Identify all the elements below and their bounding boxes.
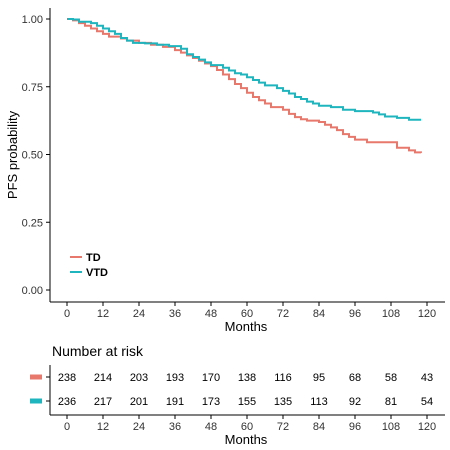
risk-x-tick-label: 0 xyxy=(64,421,70,433)
y-tick-label: 0.75 xyxy=(22,82,43,94)
risk-table-title: Number at risk xyxy=(52,343,144,359)
risk-count-vtd: 54 xyxy=(421,396,433,408)
risk-x-tick-label: 48 xyxy=(205,421,217,433)
risk-x-axis-title: Months xyxy=(225,432,268,447)
y-ticks: 0.00 0.25 0.50 0.75 1.00 xyxy=(22,14,50,297)
y-axis-title: PFS probability xyxy=(5,110,20,199)
risk-count-td: 68 xyxy=(349,372,361,384)
risk-x-tick-label: 12 xyxy=(97,421,109,433)
curve-vtd xyxy=(67,18,421,121)
risk-count-vtd: 201 xyxy=(130,396,148,408)
risk-count-vtd: 113 xyxy=(310,396,328,408)
risk-x-tick-label: 24 xyxy=(133,421,145,433)
risk-count-vtd: 236 xyxy=(58,396,76,408)
x-tick-label: 24 xyxy=(133,308,145,320)
risk-count-vtd: 173 xyxy=(202,396,220,408)
x-ticks: 0 12 24 36 48 60 72 84 96 108 120 xyxy=(64,302,436,320)
risk-count-td: 238 xyxy=(58,372,76,384)
risk-x-tick-label: 96 xyxy=(349,421,361,433)
risk-x-tick-label: 120 xyxy=(418,421,436,433)
legend-label-td: TD xyxy=(86,252,101,264)
y-tick-label: 0.50 xyxy=(22,150,43,162)
risk-count-td: 95 xyxy=(313,372,325,384)
risk-table: Number at risk 238 214 203 193 170 138 116 95 68… xyxy=(30,343,445,447)
risk-x-tick-label: 84 xyxy=(313,421,325,433)
risk-count-td: 43 xyxy=(421,372,433,384)
risk-count-td: 203 xyxy=(130,372,148,384)
risk-count-vtd: 217 xyxy=(94,396,112,408)
x-tick-label: 84 xyxy=(313,308,325,320)
risk-rows: 238 214 203 193 170 138 116 95 68 58 43 236 217 201 19… xyxy=(30,372,433,408)
risk-x-tick-label: 72 xyxy=(277,421,289,433)
risk-count-td: 170 xyxy=(202,372,220,384)
risk-x-tick-label: 36 xyxy=(169,421,181,433)
risk-count-vtd: 191 xyxy=(166,396,184,408)
x-tick-label: 0 xyxy=(64,308,70,320)
x-tick-label: 60 xyxy=(241,308,253,320)
risk-count-vtd: 135 xyxy=(274,396,292,408)
x-tick-label: 72 xyxy=(277,308,289,320)
x-tick-label: 108 xyxy=(382,308,400,320)
legend: TD VTD xyxy=(70,252,108,279)
main-plot: 0.00 0.25 0.50 0.75 1.00 0 12 24 36 48 60 72 84 96 10… xyxy=(5,8,445,334)
y-tick-label: 1.00 xyxy=(22,14,43,26)
risk-count-vtd: 155 xyxy=(238,396,256,408)
x-tick-label: 96 xyxy=(349,308,361,320)
risk-count-td: 138 xyxy=(238,372,256,384)
risk-row-swatch-td xyxy=(30,374,42,380)
risk-count-td: 193 xyxy=(166,372,184,384)
risk-count-vtd: 92 xyxy=(349,396,361,408)
y-tick-label: 0.00 xyxy=(22,285,43,297)
x-tick-label: 48 xyxy=(205,308,217,320)
curve-td xyxy=(67,18,422,154)
y-tick-label: 0.25 xyxy=(22,217,43,229)
legend-label-vtd: VTD xyxy=(86,267,108,279)
survival-curves xyxy=(67,18,422,154)
risk-count-td: 58 xyxy=(385,372,397,384)
risk-row-swatch-vtd xyxy=(30,398,42,404)
risk-count-vtd: 81 xyxy=(385,396,397,408)
x-tick-label: 12 xyxy=(97,308,109,320)
x-tick-label: 36 xyxy=(169,308,181,320)
risk-count-td: 116 xyxy=(274,372,292,384)
risk-x-tick-label: 60 xyxy=(241,421,253,433)
x-tick-label: 120 xyxy=(418,308,436,320)
risk-x-ticks: 0 12 24 36 48 60 72 84 96 108 120 xyxy=(64,415,436,433)
risk-count-td: 214 xyxy=(94,372,112,384)
risk-x-tick-label: 108 xyxy=(382,421,400,433)
x-axis-title: Months xyxy=(225,319,268,334)
